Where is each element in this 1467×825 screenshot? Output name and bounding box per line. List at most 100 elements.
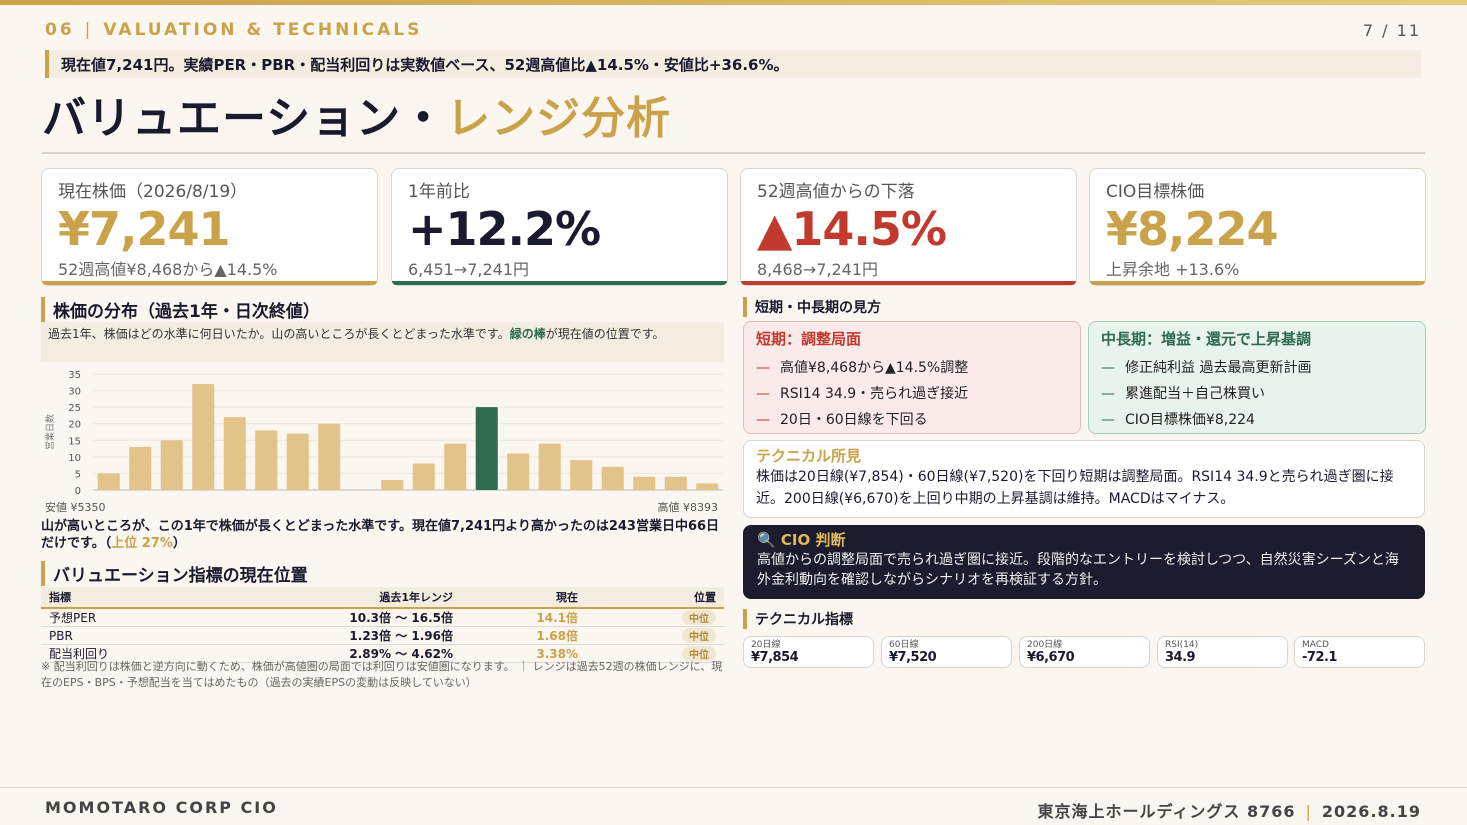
- cio-judgment-card: 🔍 CIO 判断 高値からの調整局面で売られ過ぎ圏に接近。段階的なエントリーを検…: [743, 525, 1425, 599]
- technical-body: 株価は20日線(¥7,854)・60日線(¥7,520)を下回り短期は調整局面。…: [756, 469, 1394, 507]
- histogram-bar: [97, 473, 120, 490]
- histogram-bar: [412, 463, 435, 490]
- list-item-text: 修正純利益 過去最高更新計画: [1125, 360, 1312, 376]
- list-item: — 高値¥8,468から▲14.5%調整: [756, 355, 1068, 381]
- page-title: バリュエーション・レンジ分析: [42, 82, 671, 146]
- metric-name: 予想PER: [41, 608, 161, 627]
- short-term-title: 短期：調整局面: [756, 330, 862, 348]
- table-row: 予想PER 10.3倍 〜 16.5倍 14.1倍 中位: [41, 608, 724, 627]
- cio-title-row: 🔍 CIO 判断: [757, 529, 1411, 550]
- kpi-accent-bar: [42, 281, 377, 285]
- summary-text: 山が高いところが、この1年で株価が長くとどまった水準です。現在値7,241円より…: [41, 519, 720, 551]
- metric-range: 10.3倍 〜 16.5倍: [161, 608, 461, 627]
- kpi-sub: 52週高値¥8,468から▲14.5%: [58, 260, 278, 279]
- y-tick-label: 5: [75, 469, 81, 480]
- metric-name: 配当利回り: [41, 644, 161, 663]
- dash-marker: —: [1101, 386, 1115, 402]
- indicator-card-ma20: 20日線 ¥7,854: [743, 636, 874, 668]
- y-axis-label: 営業日数: [44, 414, 56, 450]
- page-footer: MOMOTARO CORP CIO 東京海上ホールディングス 8766 | 2026…: [0, 787, 1467, 825]
- indicator-label: 200日線: [1027, 640, 1063, 650]
- indicator-card-ma60: 60日線 ¥7,520: [881, 636, 1012, 668]
- col-header-range: 過去1年レンジ: [161, 587, 461, 609]
- current-price-bar: [475, 407, 498, 490]
- indicator-label: 60日線: [889, 640, 919, 650]
- title-divider: [42, 152, 1425, 154]
- technical-findings-card: テクニカル所見 株価は20日線(¥7,854)・60日線(¥7,520)を下回り…: [743, 440, 1425, 518]
- kpi-card-target: CIO目標株価 ¥8,224 上昇余地 +13.6%: [1089, 168, 1426, 286]
- note-text: 過去1年、株価はどの水準に何日いたか。山の高いところが長くとどまった水準です。: [48, 327, 510, 341]
- histogram-bar: [507, 453, 530, 490]
- y-tick-label: 15: [68, 436, 81, 447]
- title-main: バリュエーション・: [42, 93, 447, 144]
- footer-meta: 東京海上ホールディングス 8766 | 2026.8.19: [1038, 798, 1421, 822]
- note-text-tail: が現在値の位置です。: [545, 327, 665, 341]
- section-separator: |: [84, 20, 94, 40]
- indicator-label: 20日線: [751, 640, 781, 650]
- footer-date: 2026.8.19: [1321, 802, 1421, 821]
- list-item-text: CIO目標株価¥8,224: [1125, 412, 1255, 428]
- dash-marker: —: [756, 360, 770, 376]
- col-header-metric: 指標: [41, 587, 161, 609]
- indicator-value: ¥7,854: [751, 650, 799, 665]
- indicator-value: ¥6,670: [1027, 650, 1075, 665]
- kpi-value: ¥7,241: [58, 202, 231, 256]
- histogram-bar: [129, 446, 152, 490]
- histogram-bar: [633, 476, 656, 490]
- histogram-bar: [601, 466, 624, 490]
- kpi-value: ¥8,224: [1106, 202, 1279, 256]
- valuation-heading: バリュエーション指標の現在位置: [41, 561, 308, 586]
- footer-company: 東京海上ホールディングス 8766: [1037, 802, 1296, 821]
- dash-marker: —: [756, 412, 770, 428]
- metric-position-cell: 中位: [586, 644, 724, 663]
- distribution-heading: 株価の分布（過去1年・日次終値）: [41, 297, 320, 322]
- y-tick-label: 0: [75, 486, 81, 497]
- section-number: 06: [45, 20, 75, 40]
- col-header-position: 位置: [586, 587, 724, 609]
- list-item: — 累進配当＋自己株買い: [1101, 381, 1413, 407]
- table-row: PBR 1.23倍 〜 1.96倍 1.68倍 中位: [41, 626, 724, 645]
- indicator-label: MACD: [1302, 640, 1329, 650]
- kpi-value: ▲14.5%: [757, 202, 947, 256]
- list-item-text: 高値¥8,468から▲14.5%調整: [780, 360, 969, 376]
- indicator-card-rsi: RSI(14) 34.9: [1157, 636, 1288, 668]
- page-number: 7 / 11: [1362, 21, 1421, 40]
- histogram-bar: [160, 440, 183, 490]
- position-badge: 中位: [682, 646, 716, 661]
- histogram-bar: [538, 443, 561, 490]
- kpi-accent-bar: [392, 281, 727, 285]
- magnifier-icon: 🔍: [757, 531, 776, 549]
- histogram-bar: [192, 383, 215, 490]
- table-row: 配当利回り 2.89% 〜 4.62% 3.38% 中位: [41, 644, 724, 663]
- histogram-bar: [318, 423, 341, 490]
- histogram-bar: [255, 430, 278, 490]
- y-tick-label: 20: [68, 420, 81, 431]
- kpi-label: 52週高値からの下落: [757, 182, 915, 202]
- section-title: VALUATION & TECHNICALS: [103, 20, 423, 40]
- histogram-bar: [381, 480, 404, 490]
- list-item-text: 20日・60日線を下回る: [780, 412, 928, 428]
- lead-summary: 現在値7,241円。実績PER・PBR・配当利回りは実数値ベース、52週高値比▲…: [45, 50, 1421, 78]
- kpi-sub: 8,468→7,241円: [757, 260, 879, 279]
- kpi-accent-bar: [741, 281, 1076, 285]
- kpi-sub: 上昇余地 +13.6%: [1106, 260, 1240, 279]
- summary-rank: 上位 27%: [111, 536, 173, 551]
- indicator-card-macd: MACD -72.1: [1294, 636, 1425, 668]
- list-item: — CIO目標株価¥8,224: [1101, 407, 1413, 433]
- indicator-label: RSI(14): [1165, 640, 1199, 650]
- footer-brand: MOMOTARO CORP CIO: [45, 798, 278, 817]
- position-badge: 中位: [682, 610, 716, 625]
- histogram-bar: [286, 433, 309, 490]
- long-term-view-card: 中長期：増益・還元で上昇基調 — 修正純利益 過去最高更新計画 — 累進配当＋自己株…: [1088, 321, 1426, 434]
- position-badge: 中位: [682, 628, 716, 643]
- cio-body: 高値からの調整局面で売られ過ぎ圏に接近。段階的なエントリーを検討しつつ、自然災害…: [757, 552, 1399, 588]
- list-item: — 修正純利益 過去最高更新計画: [1101, 355, 1413, 381]
- list-item: — RSI14 34.9・売られ過ぎ接近: [756, 381, 1068, 407]
- metric-current: 1.68倍: [461, 626, 586, 645]
- metric-current: 3.38%: [461, 644, 586, 663]
- low-price-label: 安値 ¥5350: [45, 500, 106, 514]
- list-item-text: 累進配当＋自己株買い: [1125, 386, 1265, 402]
- dash-marker: —: [1101, 412, 1115, 428]
- kpi-card-drawdown: 52週高値からの下落 ▲14.5% 8,468→7,241円: [740, 168, 1077, 286]
